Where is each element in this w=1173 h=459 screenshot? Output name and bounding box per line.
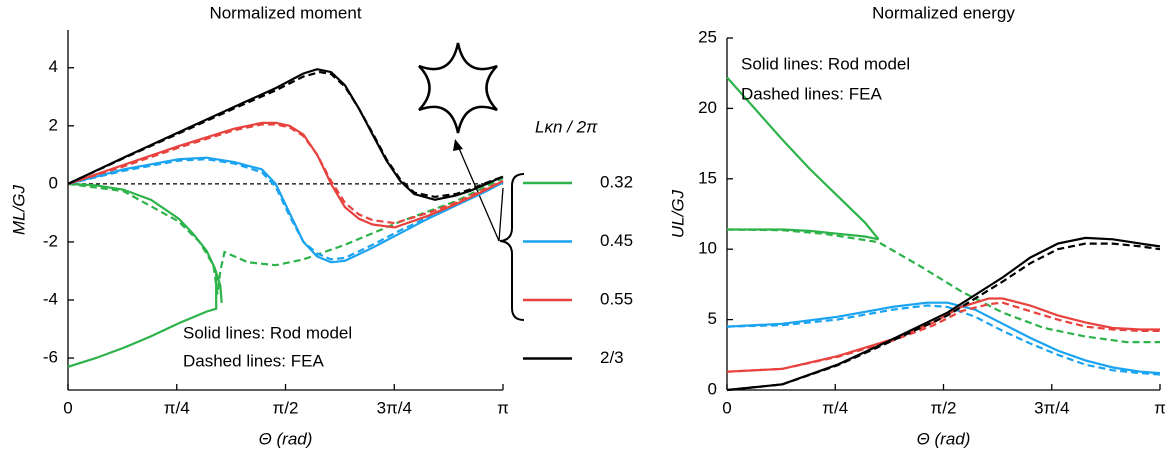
y-tick-label: 10 xyxy=(698,239,717,258)
x-tick-label: π/2 xyxy=(273,398,299,417)
series-line xyxy=(67,70,504,199)
legend-label: 0.55 xyxy=(600,289,633,308)
y-tick-label: 5 xyxy=(708,309,717,328)
x-tick-label: 3π/4 xyxy=(377,398,412,417)
y-tick-label: 20 xyxy=(698,98,717,117)
y-tick-label: -4 xyxy=(43,289,58,308)
y-tick-label: 0 xyxy=(49,173,58,192)
x-tick-label: π/2 xyxy=(931,398,957,417)
bracket xyxy=(499,173,525,321)
series-line xyxy=(726,228,1160,344)
x-tick-label: π xyxy=(1154,398,1166,417)
y-tick-label: 2 xyxy=(49,115,58,134)
series-line xyxy=(726,304,1161,376)
series-line xyxy=(67,68,504,201)
y-axis-label: UL/GJ xyxy=(668,189,687,238)
chart-title: Normalized energy xyxy=(872,3,1015,22)
series-line xyxy=(67,156,504,264)
x-tick-label: π xyxy=(497,398,509,417)
legend-label: 2/3 xyxy=(600,348,624,367)
legend-label: 0.32 xyxy=(600,172,633,191)
annotation: Dashed lines: FEA xyxy=(183,351,324,370)
x-tick-label: π/4 xyxy=(164,398,190,417)
y-tick-label: 25 xyxy=(698,27,717,46)
x-tick-label: π/4 xyxy=(822,398,848,417)
series-line xyxy=(726,301,1160,373)
arrow-head xyxy=(453,139,463,151)
y-tick-label: 4 xyxy=(49,57,58,76)
series-line xyxy=(67,158,504,261)
legend-title: Lκn / 2π xyxy=(535,117,598,136)
series-line xyxy=(726,242,1161,392)
annotation: Solid lines: Rod model xyxy=(741,54,910,73)
inset-shape xyxy=(418,42,498,134)
series-line xyxy=(726,301,1161,375)
series-line xyxy=(726,297,1160,373)
x-tick-label: 3π/4 xyxy=(1034,398,1069,417)
x-tick-label: 0 xyxy=(722,398,731,417)
series-line xyxy=(67,123,504,225)
arrow xyxy=(498,187,504,242)
y-tick-label: -2 xyxy=(43,231,58,250)
y-tick-label: 15 xyxy=(698,168,717,187)
legend-label: 0.45 xyxy=(600,231,633,250)
chart-title: Normalized moment xyxy=(209,3,361,22)
x-tick-label: 0 xyxy=(63,398,72,417)
annotation: Dashed lines: FEA xyxy=(741,84,882,103)
y-tick-label: 0 xyxy=(708,379,717,398)
annotation: Solid lines: Rod model xyxy=(183,323,352,342)
series-line xyxy=(67,177,504,295)
y-axis-label: ML/GJ xyxy=(9,184,28,235)
x-axis-label: Θ (rad) xyxy=(917,429,971,448)
series-line xyxy=(67,182,223,368)
x-axis-label: Θ (rad) xyxy=(259,429,313,448)
series-line xyxy=(67,121,504,229)
y-tick-label: -6 xyxy=(43,348,58,367)
